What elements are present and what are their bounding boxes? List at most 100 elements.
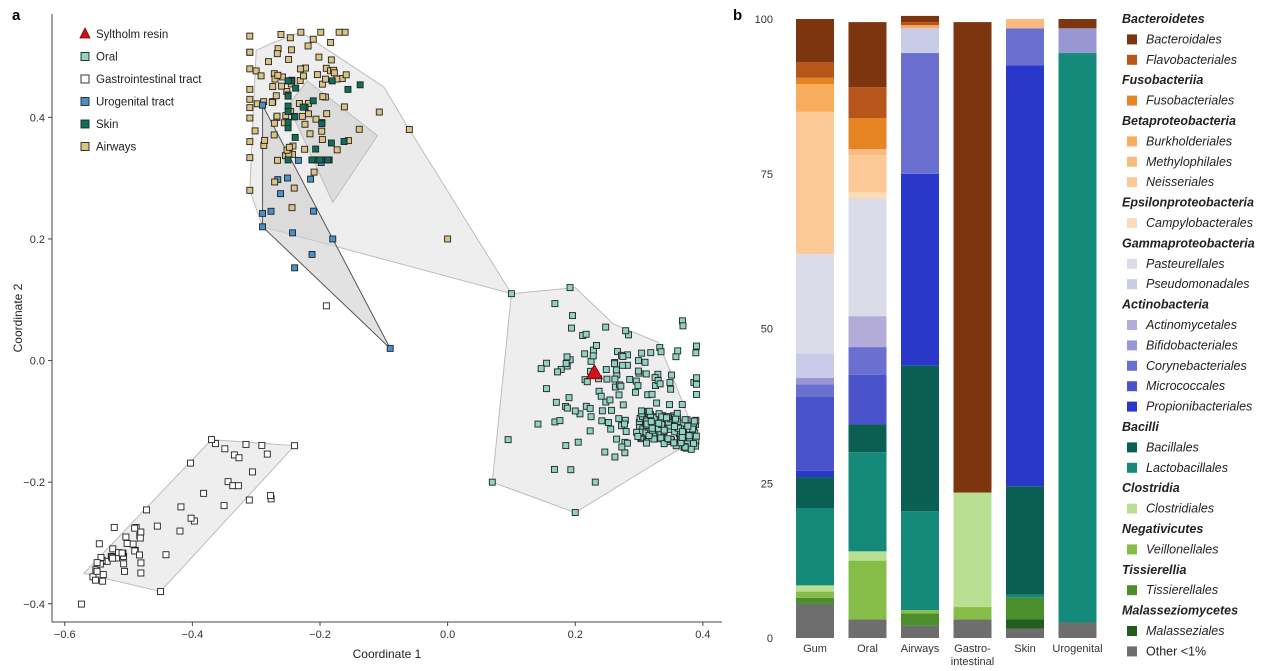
b-category-label: Oral [857,643,878,655]
airways-point [247,86,253,92]
oral-point [598,393,604,399]
bar-segment-micrococcales [796,397,834,471]
legend-order-label: Malasseziales [1146,624,1225,638]
oral-point [639,350,645,356]
airways-point [302,146,308,152]
airways-point [318,29,324,35]
y-tick-label: 0.4 [30,112,45,124]
airways-point [271,132,277,138]
urogenital-point [260,102,266,108]
oral-point [616,416,622,422]
oral-point [679,402,685,408]
bar-segment-pseudomonadales [901,28,939,53]
y-tick-label: −0.4 [23,599,45,611]
bar-segment-bacteroidales [1059,19,1097,28]
gi-point [236,455,242,461]
gi-point [138,560,144,566]
gi-point [267,493,273,499]
airways-point [272,179,278,185]
oral-point [587,405,593,411]
panel-a-letter: a [12,7,21,24]
gi-point [246,497,252,503]
oral-point [554,369,560,375]
bar-segment-clostridiales [796,585,834,591]
legend-label-skin: Skin [96,119,118,131]
gi-point [96,541,102,547]
airways-point [311,169,317,175]
legend-label-gi: Gastrointestinal tract [96,74,202,86]
legend-class-label: Clostridia [1122,481,1180,495]
bar-segment-bacillales [901,366,939,511]
b-category-label: Airways [901,643,940,655]
x-tick-label: 0.2 [568,629,583,641]
bar-segment-other-1- [849,619,887,638]
gi-point [121,561,127,567]
legend-swatch [1127,626,1137,636]
airways-point [319,137,325,143]
oral-point [605,419,611,425]
oral-point [584,379,590,385]
b-category-label: Skin [1014,643,1035,655]
gi-point [178,504,184,510]
airways-point [247,139,253,145]
bar-segment-methylophilales [1006,19,1044,28]
oral-point [635,358,641,364]
oral-point [612,376,618,382]
airways-point [302,121,308,127]
gi-point [94,560,100,566]
airways-point [320,94,326,100]
airways-point [278,31,284,37]
legend-class-label: Bacteroidetes [1122,12,1205,26]
gi-point [154,523,160,529]
oral-point [563,361,569,367]
skin-point [357,82,363,88]
oral-point [648,419,654,425]
oral-point [535,421,541,427]
panel-b-legend: BacteroidetesBacteroidalesFlavobacterial… [1121,12,1255,658]
bar-segment-fusobacteriales [849,118,887,149]
gi-point [130,541,136,547]
airways-point [328,57,334,63]
oral-point [693,350,699,356]
airways-point [313,116,319,122]
airways-point [319,128,325,134]
legend-class-label: Betaproteobacteria [1122,114,1236,128]
bar-segment-pasteurellales [796,254,834,353]
airways-point [291,185,297,191]
gi-point [111,524,117,530]
legend-swatch [1127,442,1137,452]
legend-class-label: Negativicutes [1122,522,1203,536]
airways-point [247,155,253,161]
gi-point [259,442,265,448]
gi-point [138,529,144,535]
bar-segment-corynebacteriales [796,384,834,396]
oral-point [663,415,669,421]
oral-point [553,399,559,405]
panel-a-scatter: −0.6 −0.4 −0.2 0.0 0.2 0.4 −0.4 −0.2 0.0 0.2 0.4 Co… [11,14,722,661]
legend-order-label: Bacillales [1146,440,1199,454]
urogenital-point [290,230,296,236]
oral-point [611,361,617,367]
legend-class-label: Bacilli [1122,420,1159,434]
legend-swatch [1127,136,1137,146]
airways-point [269,99,275,105]
bar-segment-veillonellales [796,592,834,598]
airways-point [247,49,253,55]
b-y-tick-label: 50 [761,324,773,336]
oral-point [657,381,663,387]
bar-segment-malasseziales [1006,619,1044,628]
airways-point [287,35,293,41]
oral-point [672,416,678,422]
airways-point [247,66,253,72]
bar-segment-lactobacillales [1006,595,1044,598]
legend-order-label: Burkholderiales [1146,134,1232,148]
bar-segment-flavobacteriales [901,22,939,25]
oral-point [688,446,694,452]
bar-segment-other-1- [796,604,834,638]
gi-point [188,460,194,466]
legend-swatch [1127,34,1137,44]
airways-point [274,113,280,119]
oral-point [551,466,557,472]
oral-point [505,437,511,443]
airways-point [262,137,268,143]
